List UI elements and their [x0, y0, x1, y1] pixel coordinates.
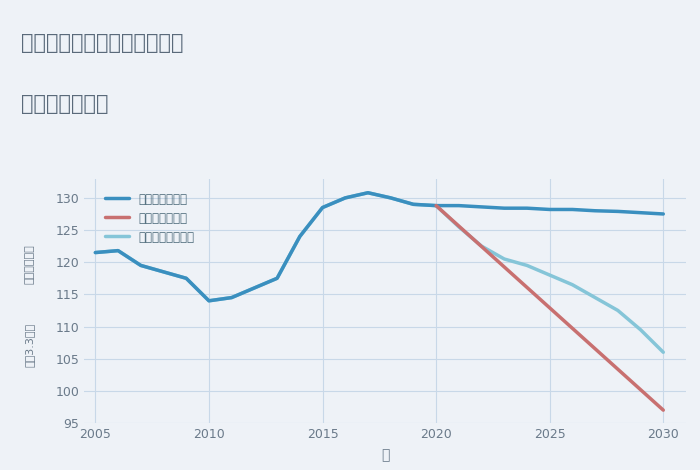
- Line: ノーマルシナリオ: ノーマルシナリオ: [95, 193, 664, 352]
- Text: 坪（3.3㎡）: 坪（3.3㎡）: [25, 323, 35, 367]
- ノーマルシナリオ: [410, 202, 418, 207]
- グッドシナリオ: [182, 275, 190, 281]
- グッドシナリオ: [477, 204, 486, 210]
- グッドシナリオ: [500, 205, 508, 211]
- グッドシナリオ: [568, 207, 577, 212]
- ノーマルシナリオ: [114, 248, 122, 253]
- グッドシナリオ: [204, 298, 213, 304]
- ノーマルシナリオ: [182, 275, 190, 281]
- ノーマルシナリオ: [160, 269, 168, 274]
- グッドシナリオ: [364, 190, 372, 196]
- Text: 兵庫県西宮市甲子園高潮町の: 兵庫県西宮市甲子園高潮町の: [21, 33, 183, 53]
- グッドシナリオ: [160, 269, 168, 274]
- グッドシナリオ: [386, 195, 395, 201]
- ノーマルシナリオ: [432, 203, 440, 208]
- グッドシナリオ: [410, 202, 418, 207]
- ノーマルシナリオ: [204, 298, 213, 304]
- ノーマルシナリオ: [659, 349, 668, 355]
- グッドシナリオ: [341, 195, 349, 201]
- グッドシナリオ: [91, 250, 99, 255]
- ノーマルシナリオ: [545, 272, 554, 278]
- ノーマルシナリオ: [91, 250, 99, 255]
- グッドシナリオ: [454, 203, 463, 208]
- グッドシナリオ: [545, 207, 554, 212]
- ノーマルシナリオ: [136, 263, 145, 268]
- Legend: グッドシナリオ, バッドシナリオ, ノーマルシナリオ: グッドシナリオ, バッドシナリオ, ノーマルシナリオ: [102, 189, 198, 247]
- ノーマルシナリオ: [386, 195, 395, 201]
- グッドシナリオ: [659, 211, 668, 217]
- ノーマルシナリオ: [636, 327, 645, 333]
- グッドシナリオ: [432, 203, 440, 208]
- ノーマルシナリオ: [454, 224, 463, 230]
- Text: 土地の価格推移: 土地の価格推移: [21, 94, 108, 114]
- グッドシナリオ: [273, 275, 281, 281]
- ノーマルシナリオ: [341, 195, 349, 201]
- ノーマルシナリオ: [273, 275, 281, 281]
- グッドシナリオ: [318, 205, 327, 211]
- ノーマルシナリオ: [228, 295, 236, 300]
- グッドシナリオ: [636, 210, 645, 216]
- ノーマルシナリオ: [250, 285, 258, 291]
- グッドシナリオ: [591, 208, 599, 213]
- ノーマルシナリオ: [591, 295, 599, 300]
- グッドシナリオ: [250, 285, 258, 291]
- Line: グッドシナリオ: グッドシナリオ: [95, 193, 664, 301]
- ノーマルシナリオ: [318, 205, 327, 211]
- ノーマルシナリオ: [364, 190, 372, 196]
- ノーマルシナリオ: [568, 282, 577, 288]
- ノーマルシナリオ: [523, 263, 531, 268]
- ノーマルシナリオ: [614, 308, 622, 313]
- グッドシナリオ: [523, 205, 531, 211]
- ノーマルシナリオ: [477, 243, 486, 249]
- X-axis label: 年: 年: [381, 448, 389, 462]
- グッドシナリオ: [295, 234, 304, 239]
- グッドシナリオ: [114, 248, 122, 253]
- グッドシナリオ: [614, 209, 622, 214]
- Text: 単価（万円）: 単価（万円）: [25, 244, 35, 284]
- ノーマルシナリオ: [295, 234, 304, 239]
- グッドシナリオ: [228, 295, 236, 300]
- ノーマルシナリオ: [500, 256, 508, 262]
- グッドシナリオ: [136, 263, 145, 268]
